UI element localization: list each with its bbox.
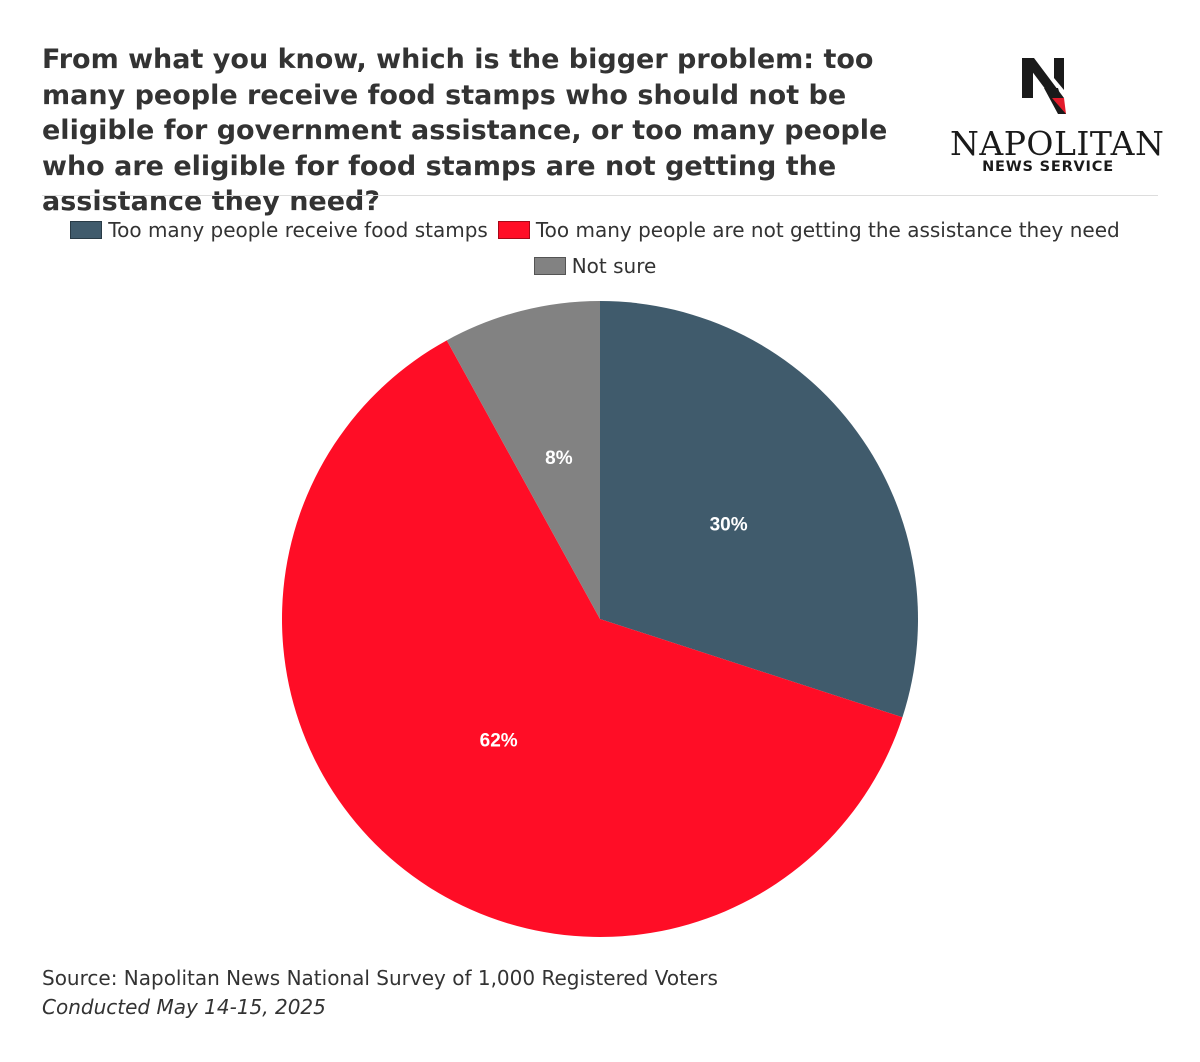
napolitan-logo: NAPOLITAN NEWS SERVICE	[950, 52, 1165, 182]
data-label: 30%	[710, 515, 748, 536]
napolitan-n-mark-icon	[1022, 58, 1066, 114]
legend-swatch	[70, 221, 103, 239]
source-note: Source: Napolitan News National Survey o…	[42, 966, 718, 990]
logo-wordmark: NAPOLITAN	[950, 124, 1165, 163]
data-label: 62%	[480, 731, 518, 752]
legend-item: Not sure	[533, 254, 657, 278]
pie-slice	[446, 301, 600, 619]
chart-title: From what you know, which is the bigger …	[42, 44, 888, 217]
legend-swatch	[497, 221, 530, 239]
legend-item: Too many people receive food stamps	[70, 218, 488, 242]
legend-swatch	[533, 257, 566, 275]
conducted-note: Conducted May 14-15, 2025	[42, 995, 326, 1019]
pie-slice	[281, 340, 903, 937]
legend-label: Not sure	[571, 254, 657, 278]
legend-label: Too many people are not getting the assi…	[535, 218, 1120, 242]
legend-item: Too many people are not getting the assi…	[497, 218, 1120, 242]
header-divider	[42, 195, 1158, 196]
chart-legend: Too many people receive food stamps Too m…	[40, 218, 1160, 278]
pie-slice	[600, 301, 918, 718]
legend-label: Too many people receive food stamps	[108, 218, 488, 242]
data-label: 8%	[545, 448, 573, 469]
logo-subtitle: NEWS SERVICE	[982, 159, 1114, 175]
